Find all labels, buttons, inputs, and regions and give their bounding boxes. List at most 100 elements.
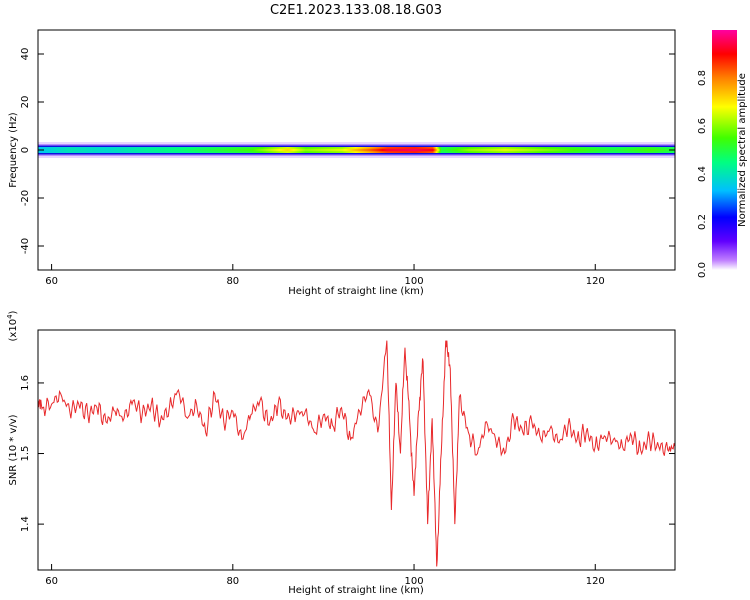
spectrogram-cell-core <box>110 148 112 152</box>
spectrogram-cell-core <box>555 148 557 152</box>
spectrogram-cell-core <box>580 148 582 152</box>
spectrogram-cell-core <box>283 148 285 152</box>
spectrogram-cell-core <box>264 148 266 152</box>
spectrogram-cell-core <box>203 148 205 152</box>
spectrogram-cell-core <box>79 148 81 152</box>
spectrogram-cell-core <box>190 148 192 152</box>
spectrogram-cell-core <box>274 148 276 152</box>
spectrogram-cell-core <box>159 148 161 152</box>
figure-title: C2E1.2023.133.08.18.G03 <box>270 3 442 18</box>
spectrogram-cell-core <box>314 148 316 152</box>
spectrogram-cell-core <box>384 148 386 152</box>
spectrogram-cell-core <box>309 148 311 152</box>
spectrogram-cell-core <box>105 148 107 152</box>
spectrogram-cell-core <box>286 148 288 152</box>
spectrogram-cell-core <box>325 148 327 152</box>
spectrogram-cell-core <box>308 148 310 152</box>
spectrogram-cell-core <box>111 148 113 152</box>
spectrogram-cell-core <box>380 148 382 152</box>
spectrogram-cell-core <box>341 148 343 152</box>
spectrogram-cell-core <box>566 148 568 152</box>
spectrogram-cell-core <box>66 148 68 152</box>
spectrogram-cell-core <box>240 148 242 152</box>
spectrogram-cell-core <box>579 148 581 152</box>
spectrogram-cell-core <box>567 148 569 152</box>
spectrogram-cell-core <box>237 148 239 152</box>
spectrogram-cell-core <box>138 148 140 152</box>
spectrogram-cell-core <box>128 148 130 152</box>
spectrogram-cell-core <box>297 148 299 152</box>
spectrogram-cell-core <box>342 148 344 152</box>
spectrogram-cell-core <box>258 148 260 152</box>
spectrogram-cell-core <box>408 148 410 152</box>
spectrogram-cell-core <box>350 148 352 152</box>
spectrogram-cell-core <box>386 148 388 152</box>
spectrogram-cell-core <box>547 148 549 152</box>
spectrogram-cell-core <box>151 148 153 152</box>
spectrogram-cell-core <box>369 148 371 152</box>
spectrogram-cell-core <box>76 148 78 152</box>
spectrogram-cell-core <box>462 148 464 152</box>
snr-panel: 60 80 100 120 1.4 1.5 1.6 Height of straight … <box>6 310 676 596</box>
spectrogram-cell-core <box>592 148 594 152</box>
spectrogram-cell-core <box>649 148 651 152</box>
spectrogram-cell-core <box>606 148 608 152</box>
spectrogram-cell-core <box>123 148 125 152</box>
spectrogram-cell-core <box>78 148 80 152</box>
snr-x-tick-label: 60 <box>45 576 58 587</box>
spectrogram-cell-core <box>67 148 69 152</box>
spectrogram-cell-core <box>578 148 580 152</box>
spectrogram-cell-core <box>633 148 635 152</box>
spectrogram-cell-core <box>319 148 321 152</box>
spectrogram-cell-core <box>235 148 237 152</box>
spectrogram-cell-core <box>252 148 254 152</box>
spectrogram-cell-core <box>513 148 515 152</box>
spectrogram-cell-core <box>535 148 537 152</box>
spectrogram-cell-core <box>86 148 88 152</box>
spectrogram-cell-core <box>253 148 255 152</box>
spectrogram-cell-core <box>460 148 462 152</box>
spectrogram-cell-core <box>454 148 456 152</box>
spectrogram-cell-core <box>409 148 411 152</box>
snr-x-ticks: 60 80 100 120 <box>45 564 605 587</box>
spectrogram-cell-core <box>351 148 353 152</box>
spectrogram-cell-core <box>388 148 390 152</box>
spectrogram-cell-core <box>398 148 400 152</box>
spectrogram-cell-core <box>660 148 662 152</box>
spectrogram-cell-core <box>372 148 374 152</box>
spectrogram-cell-core <box>337 148 339 152</box>
spectrogram-cell-core <box>73 148 75 152</box>
spectrogram-cell-core <box>268 148 270 152</box>
spectrogram-cell-core <box>291 148 293 152</box>
spectrogram-y-tick-label: -40 <box>20 238 31 254</box>
spectrogram-cell-core <box>48 148 50 152</box>
snr-scale-label: (x104) <box>6 310 19 341</box>
spectrogram-cell-core <box>338 148 340 152</box>
spectrogram-cell-core <box>437 148 439 152</box>
spectrogram-cell-core <box>95 148 97 152</box>
spectrogram-cell-core <box>209 148 211 152</box>
spectrogram-cell-core <box>103 148 105 152</box>
spectrogram-cell-core <box>129 148 131 152</box>
spectrogram-cell-core <box>572 148 574 152</box>
spectrogram-y-tick-label: 0 <box>20 147 31 153</box>
spectrogram-cell-core <box>639 148 641 152</box>
spectrogram-cell-core <box>428 148 430 152</box>
spectrogram-cell-core <box>171 148 173 152</box>
colorbar-tick-label: 0.0 <box>697 262 708 278</box>
spectrogram-cell-core <box>269 148 271 152</box>
spectrogram-cell-core <box>511 148 513 152</box>
spectrogram-cell-core <box>391 148 393 152</box>
spectrogram-cell-core <box>207 148 209 152</box>
spectrogram-cell-core <box>431 148 433 152</box>
spectrogram-cell-core <box>94 148 96 152</box>
spectrogram-cell-core <box>233 148 235 152</box>
spectrogram-cell-core <box>415 148 417 152</box>
spectrogram-cell-core <box>638 148 640 152</box>
spectrogram-cell-core <box>289 148 291 152</box>
spectrogram-cell-core <box>571 148 573 152</box>
spectrogram-cell-core <box>60 148 62 152</box>
spectrogram-cell-core <box>44 148 46 152</box>
spectrogram-cell-core <box>516 148 518 152</box>
